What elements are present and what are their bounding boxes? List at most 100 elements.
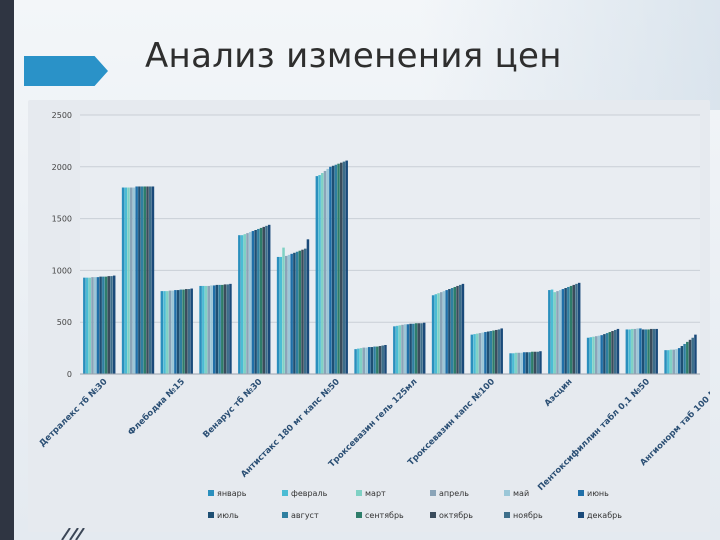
bar: [204, 285, 208, 374]
bar: [688, 339, 692, 374]
bar: [600, 335, 603, 374]
bar: [550, 289, 554, 374]
bar: [533, 351, 537, 374]
bar: [586, 337, 590, 374]
bar: [486, 331, 490, 374]
legend-swatch: [282, 490, 288, 496]
bar: [176, 290, 180, 374]
bar: [458, 284, 462, 374]
y-tick-label: 0: [67, 370, 72, 379]
bar: [282, 247, 285, 374]
legend-swatch: [578, 490, 584, 496]
bar: [85, 277, 89, 374]
bar: [420, 323, 423, 374]
bar: [143, 186, 147, 374]
bar: [531, 351, 534, 374]
bar: [359, 348, 363, 374]
bar: [401, 324, 404, 374]
bar: [672, 349, 675, 374]
bar: [321, 173, 324, 374]
bar: [160, 291, 164, 374]
bar: [500, 328, 503, 374]
bar: [267, 224, 271, 374]
bar: [398, 325, 402, 374]
bar: [589, 337, 593, 374]
bar: [102, 276, 105, 374]
bar: [88, 277, 92, 374]
bar: [306, 239, 310, 374]
header-shade: [420, 0, 720, 110]
bar: [342, 161, 346, 374]
bar: [229, 283, 232, 374]
bar: [489, 331, 493, 374]
bar: [240, 235, 244, 374]
bar: [202, 285, 205, 374]
bar: [633, 328, 637, 374]
bar: [99, 276, 102, 374]
bar: [509, 353, 512, 374]
bar: [652, 328, 656, 374]
bar: [171, 290, 174, 374]
bar: [539, 351, 542, 374]
bar: [262, 226, 266, 374]
bar: [631, 328, 634, 374]
bar: [190, 288, 193, 374]
bar: [644, 329, 648, 374]
bar: [112, 275, 116, 374]
bar: [406, 324, 410, 374]
bar: [246, 233, 249, 374]
bar: [564, 288, 567, 374]
bar: [522, 352, 526, 374]
chart-area: 0 500 1000 1500 2000 2500 Детралекс тб №30 Флеб…: [28, 100, 710, 532]
bar: [395, 325, 399, 374]
bar: [378, 346, 382, 374]
bar: [572, 284, 576, 374]
legend-label: сентябрь: [365, 511, 404, 520]
legend-label: ноябрь: [513, 511, 543, 520]
bar: [686, 341, 689, 374]
bar: [337, 163, 340, 374]
bar: [456, 285, 459, 374]
bar: [121, 187, 125, 374]
bar: [293, 252, 296, 374]
bar: [276, 256, 280, 374]
bar: [664, 350, 667, 374]
bar: [650, 328, 653, 374]
legend-swatch: [504, 490, 510, 496]
bar: [548, 290, 551, 374]
bar: [476, 333, 479, 374]
bar: [329, 166, 332, 374]
bar: [473, 334, 476, 374]
legend-label: октябрь: [439, 511, 473, 520]
bar: [340, 162, 343, 374]
bar: [257, 228, 260, 374]
bar: [373, 346, 376, 374]
bar: [536, 351, 539, 374]
bar: [354, 349, 357, 374]
bar: [431, 295, 435, 374]
bar: [680, 346, 684, 374]
bar: [616, 328, 620, 374]
bar: [639, 328, 642, 374]
bar: [608, 332, 612, 374]
bar: [434, 294, 438, 374]
bar: [367, 347, 371, 374]
bar: [179, 289, 183, 374]
bar: [575, 283, 578, 374]
bar: [484, 332, 487, 374]
bar: [132, 187, 136, 374]
legend-label: июль: [217, 511, 239, 520]
x-category-label: Аэсцин: [543, 377, 575, 409]
legend-swatch: [578, 512, 584, 518]
bar: [553, 292, 557, 374]
x-category-label: Флебодиа №15: [126, 376, 187, 437]
bar: [284, 255, 288, 374]
bar: [185, 289, 188, 374]
bar: [318, 175, 321, 374]
bar: [528, 352, 531, 374]
bar: [251, 231, 255, 374]
legend-label: февраль: [291, 489, 328, 498]
x-category-label: Троксевазин капс №100: [406, 377, 497, 468]
bar: [210, 285, 213, 374]
bar: [315, 176, 319, 374]
